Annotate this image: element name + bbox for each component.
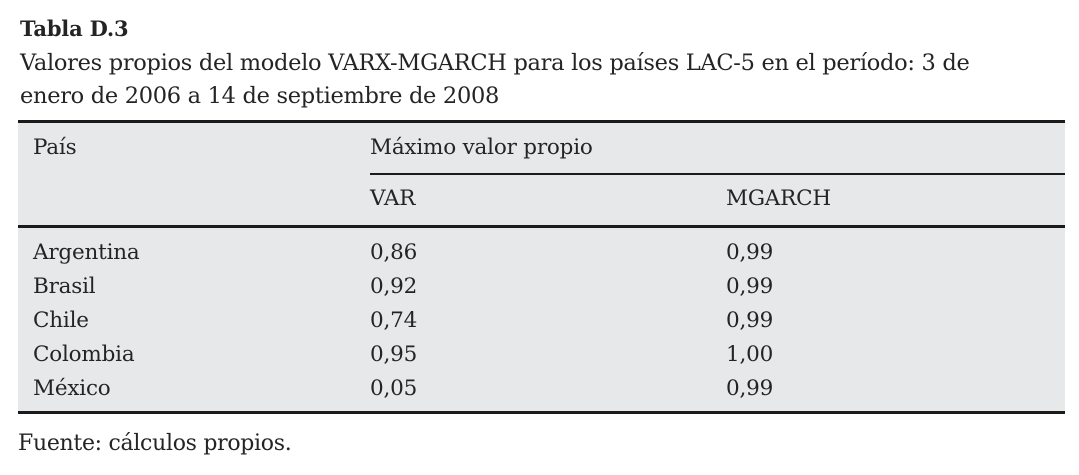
col-header-var: VAR — [370, 186, 416, 211]
table-row: Argentina 0,86 0,99 — [18, 236, 1065, 270]
cell-mgarch: 0,99 — [726, 376, 774, 401]
table-caption: Tabla D.3 Valores propios del modelo VAR… — [0, 0, 1079, 113]
caption-line-1: Valores propios del modelo VARX-MGARCH p… — [20, 50, 970, 76]
cell-var: 0,92 — [370, 274, 418, 299]
table-header: País Máximo valor propio VAR MGARCH — [18, 123, 1065, 228]
cell-pais: Brasil — [33, 274, 96, 299]
table-body: Argentina 0,86 0,99 Brasil 0,92 0,99 Chi… — [18, 228, 1065, 411]
cell-var: 0,05 — [370, 376, 418, 401]
table-row: Colombia 0,95 1,00 — [18, 338, 1065, 372]
caption-line-2: enero de 2006 a 14 de septiembre de 2008 — [20, 83, 499, 109]
table-row: Chile 0,74 0,99 — [18, 304, 1065, 338]
table-header-row-group: País Máximo valor propio — [18, 123, 1065, 175]
table-row: Brasil 0,92 0,99 — [18, 270, 1065, 304]
table-row: México 0,05 0,99 — [18, 372, 1065, 406]
cell-mgarch: 0,99 — [726, 240, 774, 265]
cell-pais: México — [33, 376, 111, 401]
cell-var: 0,74 — [370, 308, 418, 333]
table-header-row-sub: VAR MGARCH — [18, 175, 1065, 225]
col-header-pais: País — [33, 135, 77, 160]
subheader-spacer — [18, 175, 370, 225]
cell-pais: Argentina — [33, 240, 140, 265]
cell-mgarch: 1,00 — [726, 342, 774, 367]
table-label: Tabla D.3 — [20, 16, 129, 41]
cell-mgarch: 0,99 — [726, 308, 774, 333]
cell-mgarch: 0,99 — [726, 274, 774, 299]
cell-var: 0,95 — [370, 342, 418, 367]
eigenvalues-table: País Máximo valor propio VAR MGARCH Arge… — [18, 120, 1065, 414]
source-note: Fuente: cálculos propios. — [18, 431, 292, 456]
col-header-mgarch: MGARCH — [726, 186, 831, 211]
cell-var: 0,86 — [370, 240, 418, 265]
cell-pais: Chile — [33, 308, 89, 333]
cell-pais: Colombia — [33, 342, 135, 367]
group-header-maximo-valor-propio: Máximo valor propio — [370, 123, 1065, 175]
